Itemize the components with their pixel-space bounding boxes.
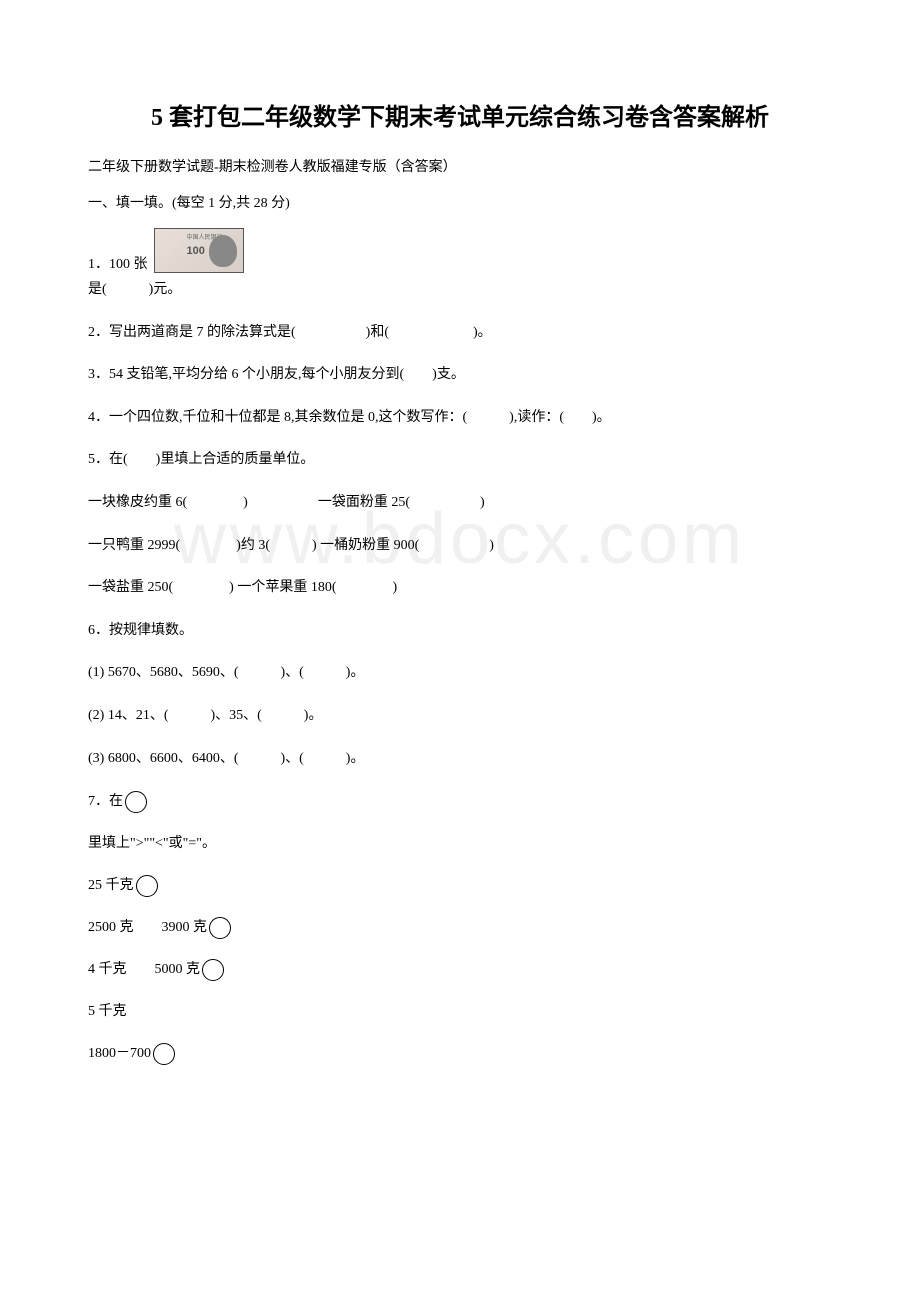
question-6-2: (2) 14、21、( )、35、( )。 xyxy=(60,703,860,730)
question-4-text: 4．一个四位数,千位和十位都是 8,其余数位是 0,这个数写作：( ),读作：(… xyxy=(60,405,860,432)
banknote-label: 中国人民银行 xyxy=(159,232,223,241)
banknote-icon: 中国人民银行 xyxy=(154,228,244,273)
question-7-compare-2: 2500 克 3900 克 xyxy=(60,914,860,942)
question-6: 6．按规律填数。 xyxy=(60,618,860,645)
compare-text-2b: 3900 克 xyxy=(162,920,208,935)
question-7-compare-5: 1800－700 xyxy=(60,1040,860,1068)
section-1-header: 一、填一填。(每空 1 分,共 28 分) xyxy=(60,192,860,212)
question-5-line2: 一只鸭重 2999( )约 3( ) 一桶奶粉重 900( ) xyxy=(60,533,860,560)
document-title: 5 套打包二年级数学下期末考试单元综合练习卷含答案解析 xyxy=(60,100,860,136)
question-2: 2．写出两道商是 7 的除法算式是( )和( )。 xyxy=(60,320,860,347)
compare-text-5: 1800－700 xyxy=(88,1046,151,1061)
question-7-prefix: 7．在 xyxy=(88,794,123,809)
question-5-line1: 一块橡皮约重 6( ) 一袋面粉重 25( ) xyxy=(60,490,860,517)
compare-text-2a: 2500 克 xyxy=(88,920,134,935)
question-7-compare-4: 5 千克 xyxy=(60,998,860,1026)
compare-text-3a: 4 千克 xyxy=(88,962,127,977)
compare-text-1: 25 千克 xyxy=(88,878,134,893)
question-7-compare-3: 4 千克 5000 克 xyxy=(60,956,860,984)
question-3: 3．54 支铅笔,平均分给 6 个小朋友,每个小朋友分到( )支。 xyxy=(60,362,860,389)
question-7-compare-1: 25 千克 xyxy=(60,872,860,900)
question-6-1: (1) 5670、5680、5690、( )、( )。 xyxy=(60,660,860,687)
question-1-prefix: 1．100 张 xyxy=(60,253,148,273)
circle-icon xyxy=(125,791,147,813)
circle-icon xyxy=(136,875,158,897)
question-7-line1: 7．在 xyxy=(60,788,860,816)
question-7-line2: 里填上">""<"或"="。 xyxy=(60,830,860,858)
question-1-line2: 是( )元。 xyxy=(60,277,860,304)
question-5: 5．在( )里填上合适的质量单位。 xyxy=(60,447,860,474)
question-4: 4．一个四位数,千位和十位都是 8,其余数位是 0,这个数写作：( ),读作：(… xyxy=(60,405,860,432)
question-5-line3: 一袋盐重 250( ) 一个苹果重 180( ) xyxy=(60,575,860,602)
compare-text-4: 5 千克 xyxy=(88,1004,127,1019)
compare-text-3b: 5000 克 xyxy=(155,962,201,977)
circle-icon xyxy=(153,1043,175,1065)
question-6-3: (3) 6800、6600、6400、( )、( )。 xyxy=(60,746,860,773)
question-1-line1: 1．100 张 中国人民银行 xyxy=(60,228,860,273)
circle-icon xyxy=(209,917,231,939)
circle-icon xyxy=(202,959,224,981)
document-content: 5 套打包二年级数学下期末考试单元综合练习卷含答案解析 二年级下册数学试题-期末… xyxy=(60,100,860,1068)
document-subtitle: 二年级下册数学试题-期末检测卷人教版福建专版（含答案） xyxy=(60,156,860,176)
